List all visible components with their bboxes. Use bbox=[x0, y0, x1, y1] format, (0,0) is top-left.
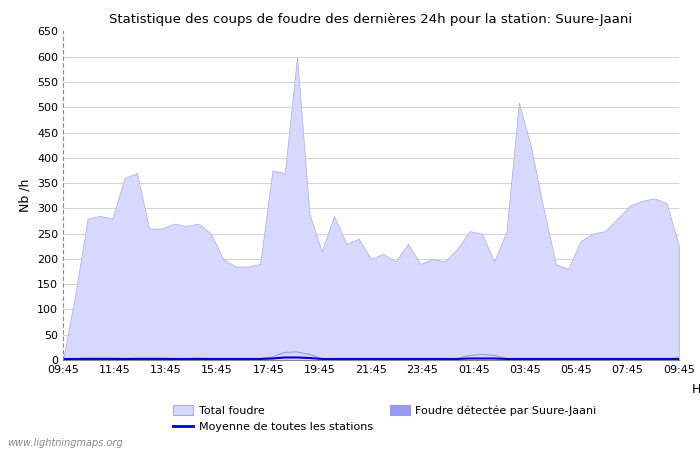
X-axis label: Heure: Heure bbox=[692, 383, 700, 396]
Title: Statistique des coups de foudre des dernières 24h pour la station: Suure-Jaani: Statistique des coups de foudre des dern… bbox=[109, 13, 633, 26]
Legend: Total foudre, Moyenne de toutes les stations, Foudre détectée par Suure-Jaani: Total foudre, Moyenne de toutes les stat… bbox=[174, 405, 596, 432]
Text: www.lightningmaps.org: www.lightningmaps.org bbox=[7, 438, 122, 448]
Y-axis label: Nb /h: Nb /h bbox=[18, 179, 32, 212]
